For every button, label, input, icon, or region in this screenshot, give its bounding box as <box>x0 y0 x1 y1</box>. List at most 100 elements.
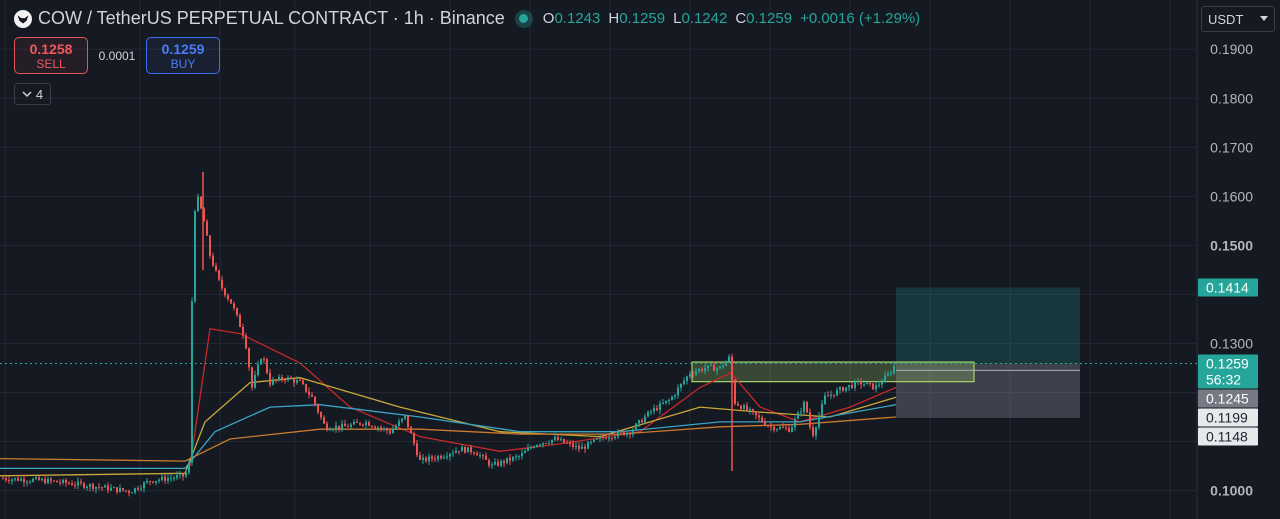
candle-body <box>674 395 676 397</box>
candle-body <box>218 270 220 280</box>
candle-body <box>305 384 307 392</box>
candle-body <box>773 426 775 431</box>
sell-button[interactable]: 0.1258 SELL <box>14 37 88 74</box>
candle-body <box>581 446 583 450</box>
candle-body <box>659 403 661 411</box>
candle-body <box>488 459 490 466</box>
candle-body <box>767 425 769 427</box>
candle-body <box>194 211 196 302</box>
candle-body <box>752 409 754 412</box>
candle-body <box>566 442 568 444</box>
candle-body <box>107 485 109 491</box>
candle-body <box>605 437 607 439</box>
candle-body <box>533 446 535 448</box>
candle-body <box>563 438 565 443</box>
candle-body <box>38 477 40 481</box>
candle-body <box>764 421 766 426</box>
candle-body <box>503 460 505 463</box>
candle-body <box>197 196 199 212</box>
candle-body <box>539 444 541 446</box>
buy-price: 0.1259 <box>161 40 205 57</box>
candle-body <box>80 481 82 484</box>
candle-body <box>221 279 223 289</box>
candle-body <box>476 453 478 456</box>
candle-body <box>230 299 232 304</box>
candle-body <box>521 453 523 457</box>
candle-body <box>272 379 274 385</box>
moving-averages <box>0 327 897 477</box>
grid-lines <box>0 0 1198 519</box>
candle-body <box>347 426 349 428</box>
candle-body <box>584 446 586 449</box>
candle-body <box>263 359 265 361</box>
candle-body <box>722 365 724 367</box>
candle-body <box>392 428 394 434</box>
candle-body <box>308 391 310 395</box>
candle-body <box>788 427 790 432</box>
candle-body <box>83 483 85 488</box>
candle-body <box>293 379 295 383</box>
candle-body <box>602 436 604 438</box>
candle-body <box>473 452 475 454</box>
candle-body <box>302 380 304 385</box>
symbol-title[interactable]: COW / TetherUS PERPETUAL CONTRACT · 1h ·… <box>38 8 505 28</box>
candle-body <box>860 380 862 385</box>
price-axis[interactable]: 0.1000 0.1300 0.1500 0.1600 0.1700 0.1800 0.19… <box>1210 41 1253 498</box>
buy-button[interactable]: 0.1259 BUY <box>146 37 220 74</box>
candle-body <box>470 447 472 453</box>
candle-body <box>440 456 442 459</box>
candle-body <box>623 431 625 436</box>
currency-select[interactable]: USDT <box>1201 6 1275 32</box>
candle-body <box>158 479 160 482</box>
spread-value: 0.0001 <box>98 48 136 63</box>
candle-body <box>341 423 343 429</box>
candle-body <box>893 366 895 373</box>
candle-body <box>179 473 181 476</box>
candle-body <box>245 335 247 349</box>
candle-body <box>53 480 55 482</box>
candle-body <box>224 288 226 296</box>
candle-body <box>554 437 556 440</box>
candle-body <box>182 473 184 477</box>
candle-body <box>437 456 439 460</box>
candle-body <box>29 481 31 483</box>
candle-body <box>95 486 97 489</box>
tick-label: 0.1500 <box>1210 237 1253 253</box>
candle-body <box>479 455 481 457</box>
candle-body <box>890 372 892 374</box>
candle-body <box>719 366 721 369</box>
candle-body <box>755 411 757 416</box>
candle-body <box>41 478 43 481</box>
candle-body <box>191 301 193 463</box>
candle-body <box>878 384 880 386</box>
candle-body <box>2 478 4 480</box>
candle-body <box>125 490 127 492</box>
candle-body <box>20 479 22 481</box>
price-label-bg <box>1198 354 1258 389</box>
candle-body <box>641 420 643 423</box>
candle-body <box>776 429 778 431</box>
ohlc-values: O0.1243 H0.1259 L0.1242 C0.1259 +0.0016 … <box>542 10 921 27</box>
indicators-toggle[interactable]: 4 <box>14 83 51 105</box>
candle-body <box>494 462 496 465</box>
candle-body <box>599 436 601 439</box>
candle-body <box>695 371 697 375</box>
candle-body <box>206 221 208 236</box>
candle-body <box>122 488 124 491</box>
candle-body <box>185 472 187 477</box>
candle-body <box>683 380 685 384</box>
candle-body <box>614 436 616 439</box>
candle-body <box>320 412 322 418</box>
candle-body <box>746 405 748 411</box>
candle-body <box>758 415 760 418</box>
candle-body <box>536 444 538 447</box>
candle-body <box>359 422 361 425</box>
candle-body <box>233 303 235 309</box>
candle-body <box>803 402 805 412</box>
candle-body <box>836 389 838 396</box>
candle-body <box>155 481 157 483</box>
candle-body <box>203 208 205 222</box>
candle-body <box>590 441 592 443</box>
candle-body <box>626 432 628 436</box>
